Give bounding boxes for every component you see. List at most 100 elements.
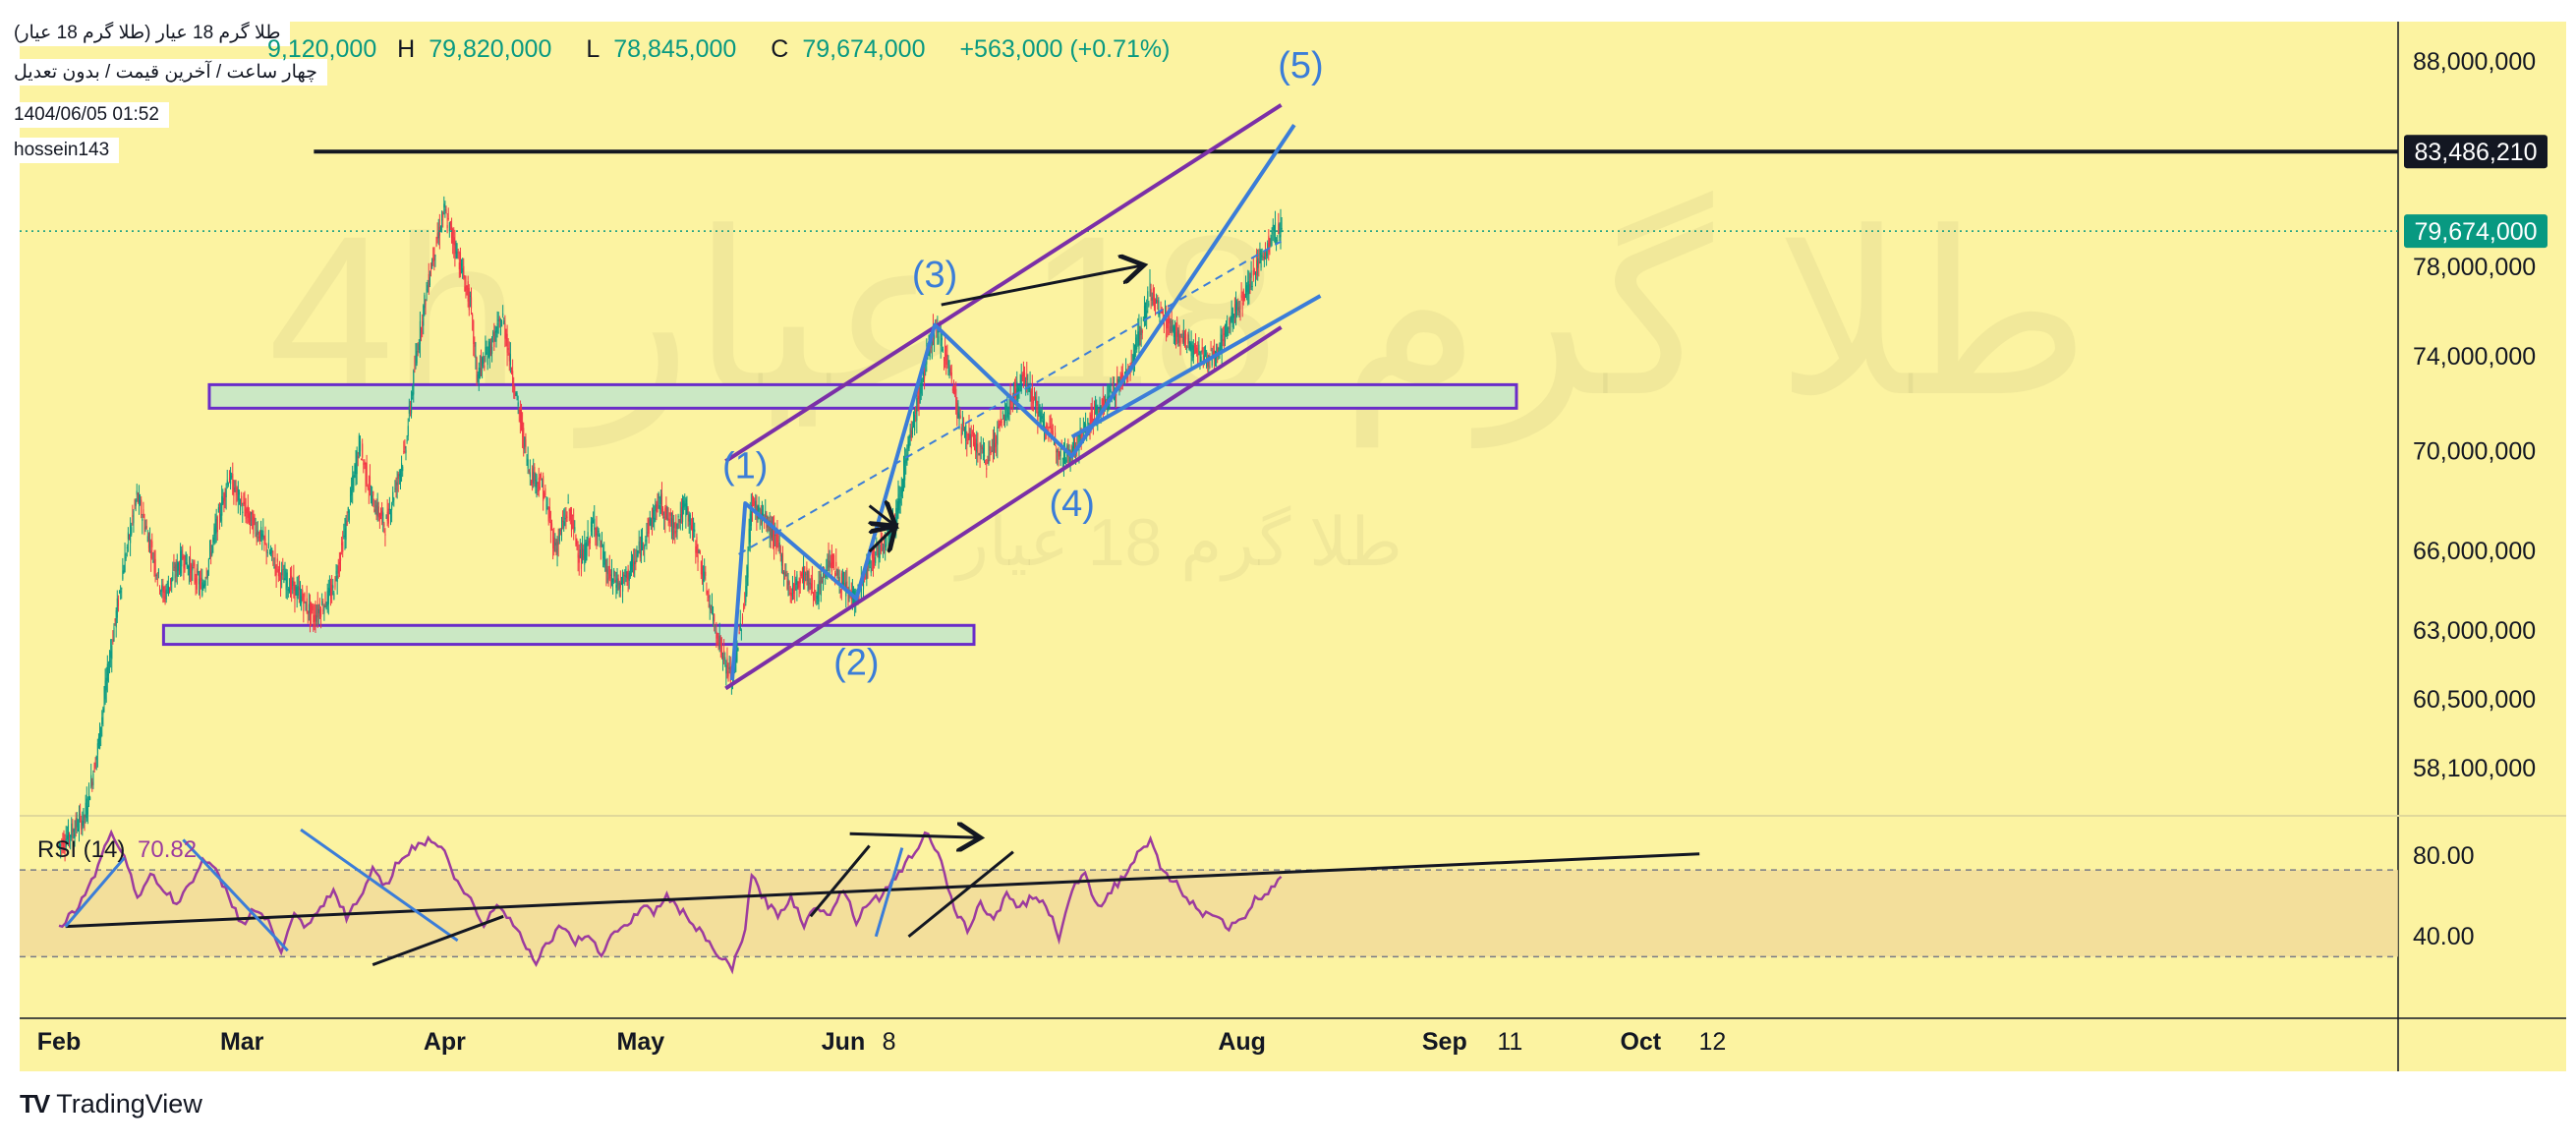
candle-body [164,591,166,594]
arrow [870,506,896,527]
candle-body [644,545,646,549]
candle-body [711,604,714,606]
candle-body [653,510,655,520]
candle-body [687,508,689,515]
candle-body [324,593,326,605]
candle-body [150,550,152,559]
candle-body [909,428,911,438]
candle-body [207,558,209,568]
candle-body [725,664,727,674]
candle-body [1068,444,1070,457]
candle-body [128,535,131,538]
candle-body [82,821,84,827]
candle-body [904,460,906,481]
candle-body [515,391,517,395]
candle-body [146,536,148,543]
candles [59,196,1283,862]
candle-body [1150,289,1152,302]
candle-body [1034,396,1036,399]
candle-body [1180,333,1182,335]
candle-body [749,513,751,543]
candle-body [480,359,483,364]
candle-body [1198,344,1200,353]
candle-body [71,823,73,838]
candle-body [825,573,827,578]
candle-body [708,596,710,598]
candle-body [1193,346,1196,348]
candle-body [941,338,943,341]
candle-body [457,252,459,254]
candle-body [250,517,252,522]
candle-body [315,614,317,622]
watermark-small: طلا گرم 18 عیار [953,505,1402,582]
candle-body [235,490,237,495]
candle-body [343,536,345,538]
candle-body [476,357,478,380]
candle-body [794,583,796,592]
candle-body [623,574,625,577]
candle-body [322,609,324,611]
candle-body [1165,312,1167,316]
candle-body [194,570,196,581]
candle-body [412,392,414,396]
candle-body [650,519,652,526]
candle-body [958,414,960,421]
candle-body [868,559,870,565]
candle-body [419,320,422,345]
candle-body [693,529,695,531]
candle-body [479,368,481,379]
candle-body [1119,376,1121,380]
candle-body [622,573,624,592]
candle-body [1112,382,1114,384]
candle-body [1041,416,1043,419]
candle-body [669,512,671,516]
candle-body [87,785,90,796]
candle-body [429,277,430,286]
candle-body [404,445,406,449]
candle-body [1222,339,1224,342]
candle-body [586,545,588,556]
candle-body [357,455,359,459]
candle-body [726,658,728,668]
candle-body [526,458,528,463]
candle-body [90,775,92,787]
candle-body [967,432,969,444]
candle-body [149,540,151,542]
candle-body [110,651,112,659]
candle-body [94,762,96,769]
candle-body [741,616,744,620]
candle-body [540,474,543,478]
candle-body [628,572,630,581]
candle-body [827,564,829,569]
candle-body [1085,423,1087,429]
candle-body [689,514,691,526]
candle-body [804,566,806,584]
ohlc-open: 9,120,000 [267,35,377,63]
candle-body [1059,448,1061,457]
candle-body [767,525,769,527]
tradingview-brand[interactable]: TV TradingView [20,1089,202,1119]
candle-body [415,355,417,366]
candle-body [1199,356,1201,366]
ohlc-close: 79,674,000 [802,35,926,63]
candle-body [276,558,278,562]
candle-body [177,562,179,571]
candle-body [1247,281,1249,295]
candle-body [917,395,919,400]
symbol-title[interactable]: طلا گرم 18 عیار (طلا گرم 18 عیار) [4,20,291,46]
candle-body [167,586,169,596]
candle-body [769,520,771,536]
candle-body [1032,400,1035,404]
candle-body [155,574,157,576]
candle-body [425,300,427,306]
candle-body [869,559,871,564]
candle-body [686,503,688,514]
rsi-trend-line [65,852,1700,929]
candle-body [1027,382,1029,389]
candle-body [273,566,275,568]
candle-body [553,537,555,552]
candle-body [240,506,242,511]
candle-body [267,543,269,549]
